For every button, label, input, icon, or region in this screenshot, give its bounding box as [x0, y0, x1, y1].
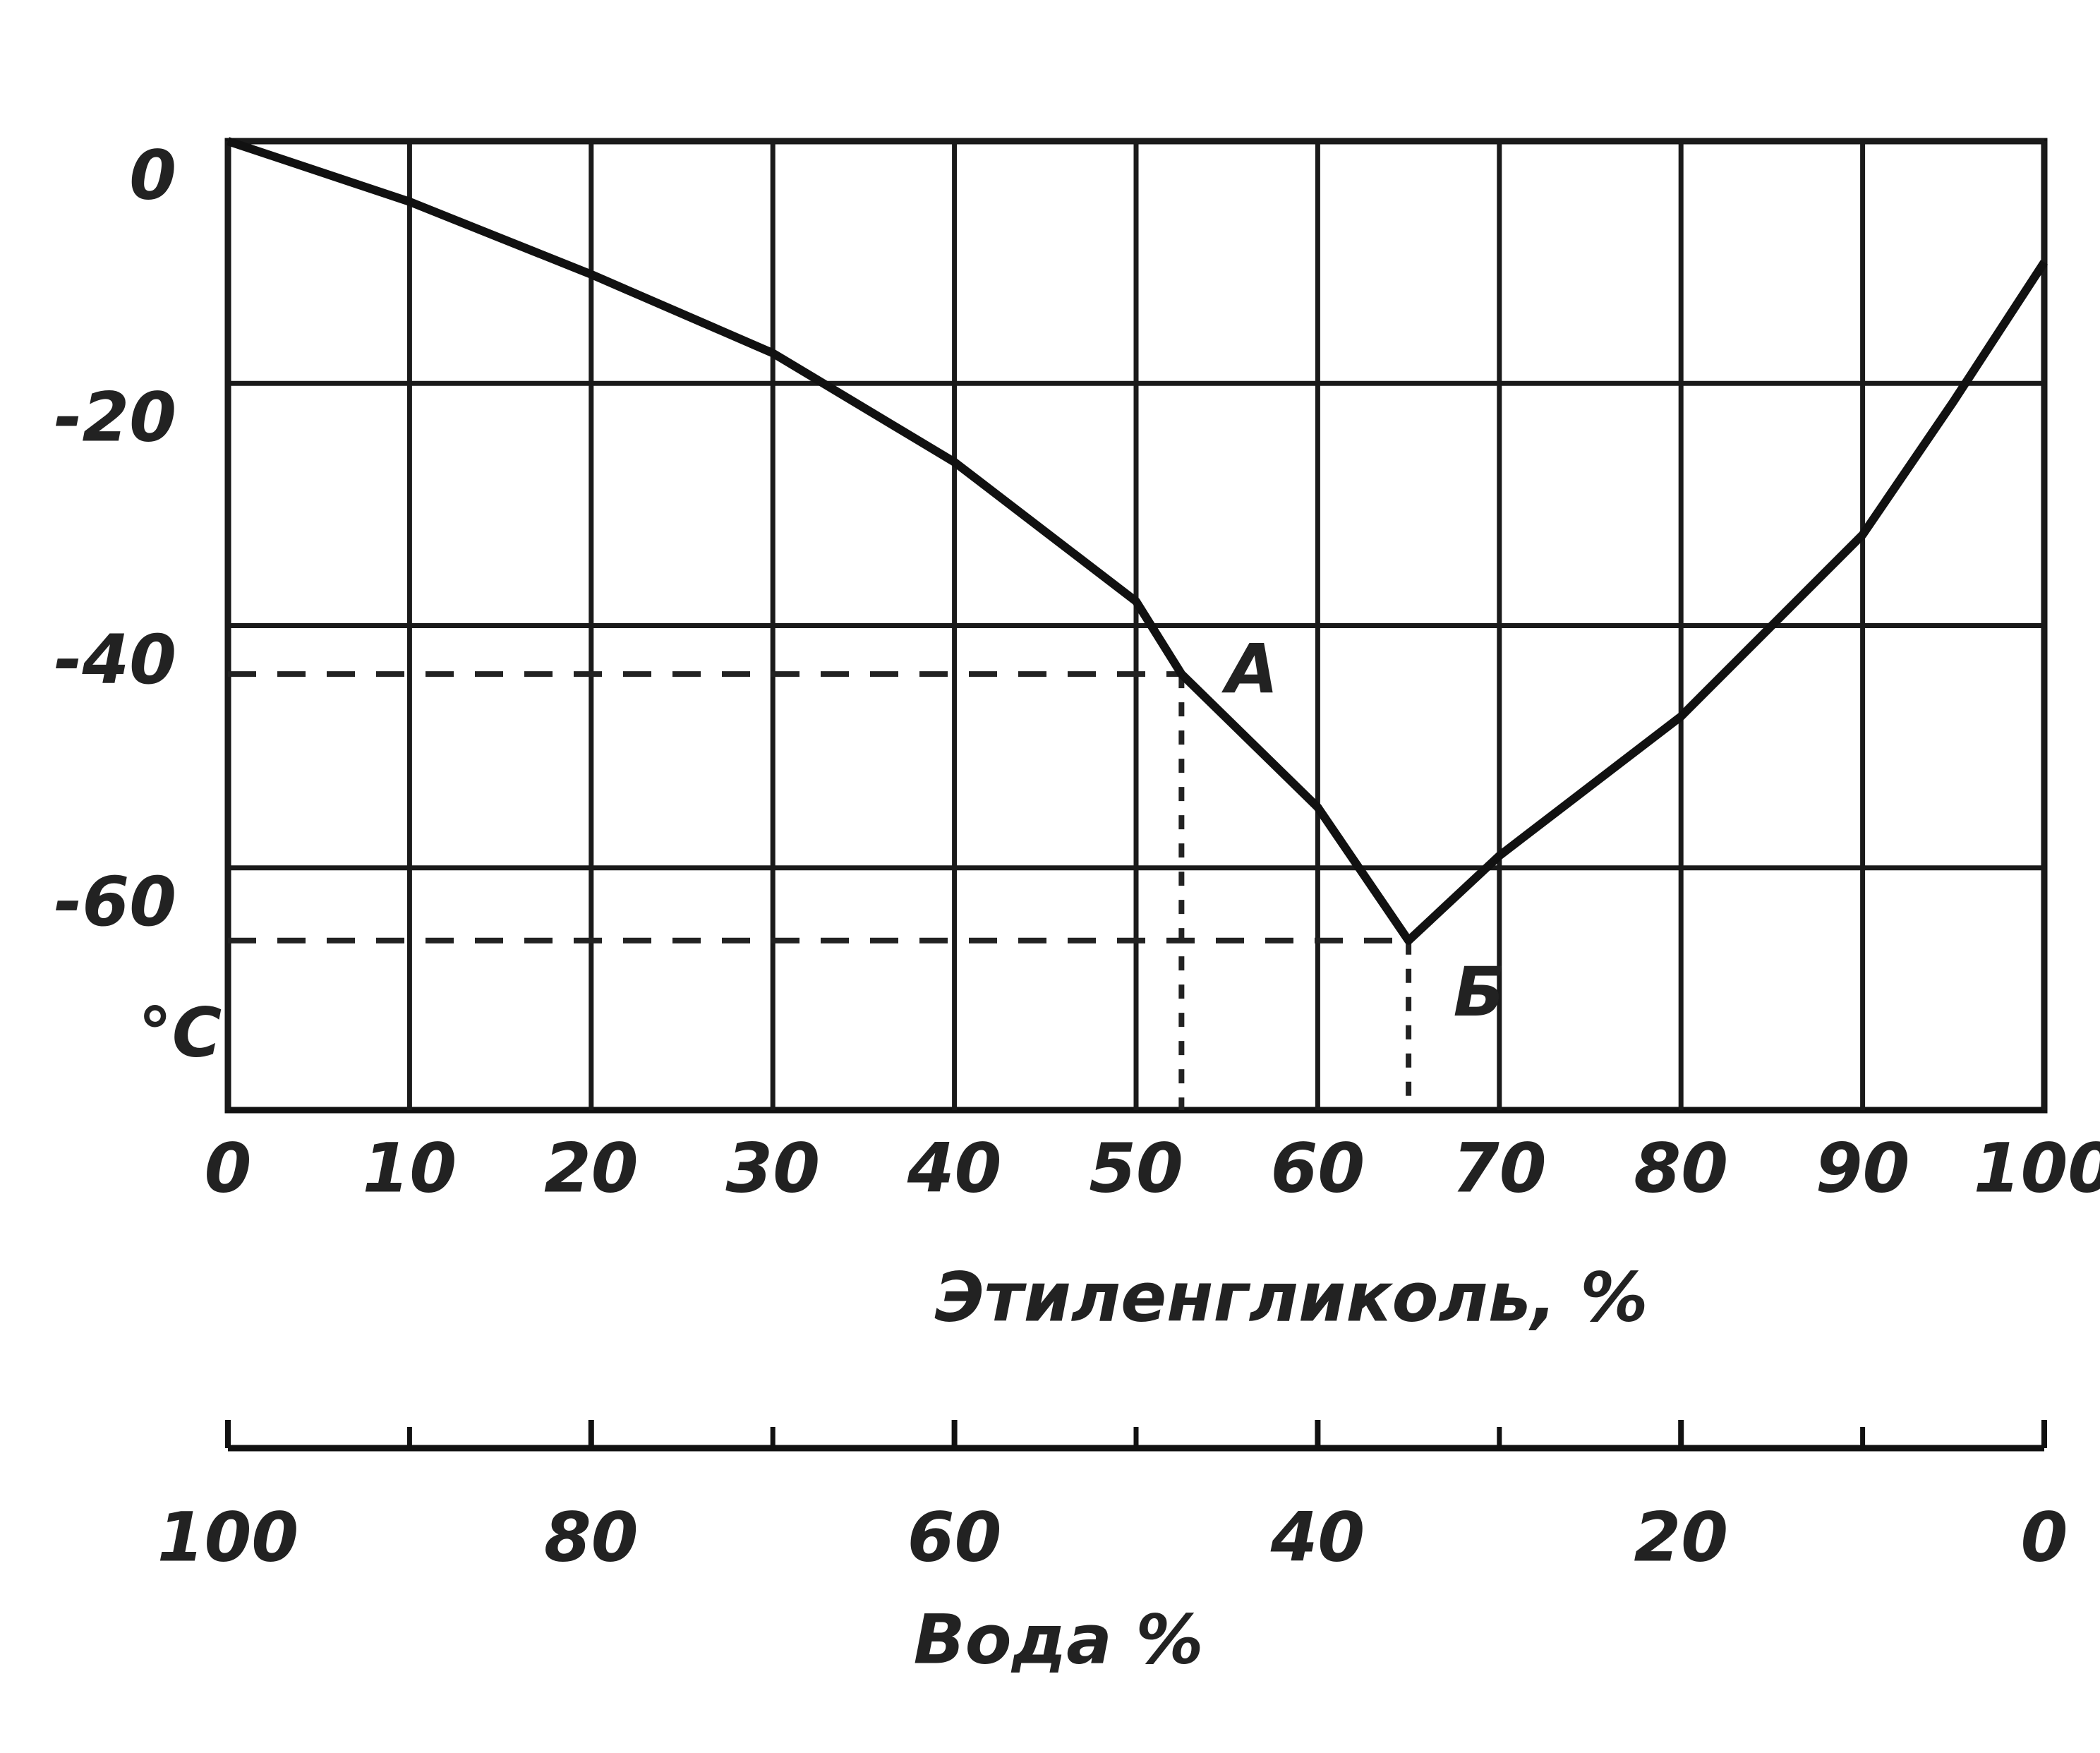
x-tick-label: 0: [205, 1128, 252, 1207]
point-label: А: [1221, 630, 1278, 709]
x-tick-label: 80: [1634, 1128, 1728, 1207]
y-tick-label: -60: [54, 862, 176, 941]
x-tick-label: 20: [544, 1128, 639, 1207]
x-tick-label: 60: [1271, 1128, 1365, 1207]
x2-axis-label: Вода %: [913, 1600, 1203, 1679]
y-axis-label: °C: [138, 993, 222, 1072]
x2-tick-label: 100: [157, 1498, 298, 1577]
y-tick-label: -40: [54, 620, 176, 699]
x-axis-label: Этиленгликоль, %: [934, 1258, 1648, 1337]
x-tick-label: 30: [725, 1128, 820, 1207]
x2-tick-label: 60: [907, 1498, 1002, 1577]
point-label: Б: [1454, 953, 1505, 1032]
x2-tick-label: 40: [1270, 1498, 1365, 1577]
x-tick-label: 10: [363, 1128, 457, 1207]
x-tick-label: 70: [1452, 1128, 1547, 1207]
y-tick-label: -20: [54, 378, 176, 457]
x2-tick-label: 80: [544, 1498, 639, 1577]
x-tick-label: 100: [1974, 1128, 2100, 1207]
x2-tick-label: 20: [1634, 1498, 1728, 1577]
x-tick-label: 90: [1816, 1128, 1910, 1207]
x-tick-label: 40: [907, 1128, 1002, 1207]
x2-tick-label: 0: [2021, 1498, 2068, 1577]
y-tick-label: 0: [129, 135, 176, 215]
x-tick-label: 50: [1089, 1128, 1183, 1207]
freezing-curve: [227, 137, 2048, 945]
